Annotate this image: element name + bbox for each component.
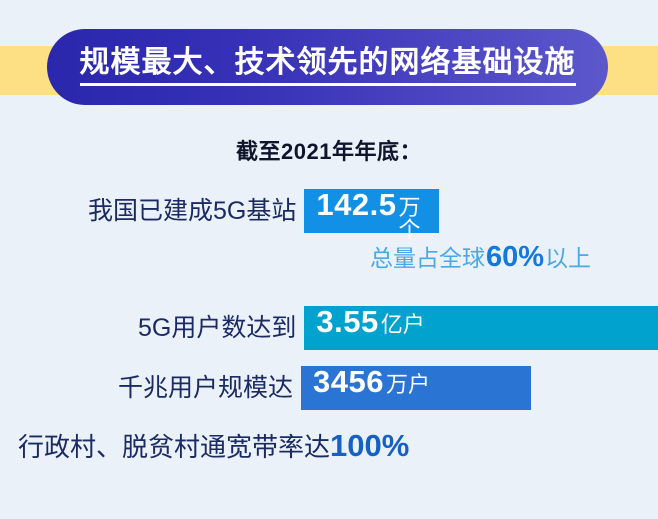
stat-unit-5g-users: 亿户: [380, 312, 425, 337]
broadband-coverage-note: 行政村、脱贫村通宽带率达 100%: [18, 430, 409, 461]
value-bar-gigabit-users: 3456 万户: [301, 364, 532, 410]
broadband-coverage-percent: 100%: [330, 428, 410, 463]
stat-row-5g-users: 5G用户数达到 3.55 亿户: [138, 306, 658, 350]
stat-value-base-stations: 142.5: [316, 187, 397, 222]
header-zone: 规模最大、技术领先的网络基础设施: [0, 0, 658, 118]
stat-label-5g-users: 5G用户数达到: [138, 313, 297, 342]
stat-unit-base-stations: 万个: [398, 195, 421, 242]
global-share-suffix: 以上: [545, 245, 592, 271]
stat-value-gigabit-users: 3456: [313, 364, 384, 399]
content-area: 截至2021年年底： 我国已建成5G基站 142.5 万个 总量占全球 60% …: [0, 118, 658, 519]
page-title: 规模最大、技术领先的网络基础设施: [79, 48, 576, 86]
stat-row-base-stations: 我国已建成5G基站 142.5 万个: [88, 187, 440, 241]
stat-label-base-stations: 我国已建成5G基站: [88, 196, 297, 225]
stat-value-5g-users: 3.55: [316, 304, 379, 339]
stat-unit-gigabit-users: 万户: [385, 372, 430, 397]
broadband-coverage-prefix: 行政村、脱贫村通宽带率达: [18, 432, 331, 462]
title-banner: 规模最大、技术领先的网络基础设施: [47, 29, 608, 105]
stat-label-gigabit-users: 千兆用户规模达: [118, 373, 294, 402]
global-share-note: 总量占全球 60% 以上: [370, 243, 591, 272]
as-of-label: 截至2021年年底：: [236, 139, 422, 164]
global-share-prefix: 总量占全球: [370, 245, 485, 271]
global-share-percent: 60%: [486, 241, 545, 273]
value-bar-5g-users: 3.55 亿户: [304, 306, 658, 350]
stat-row-gigabit-users: 千兆用户规模达 3456 万户: [118, 364, 532, 410]
as-of-row: 截至2021年年底：: [0, 134, 658, 166]
value-bar-base-stations: 142.5 万个: [304, 187, 440, 241]
